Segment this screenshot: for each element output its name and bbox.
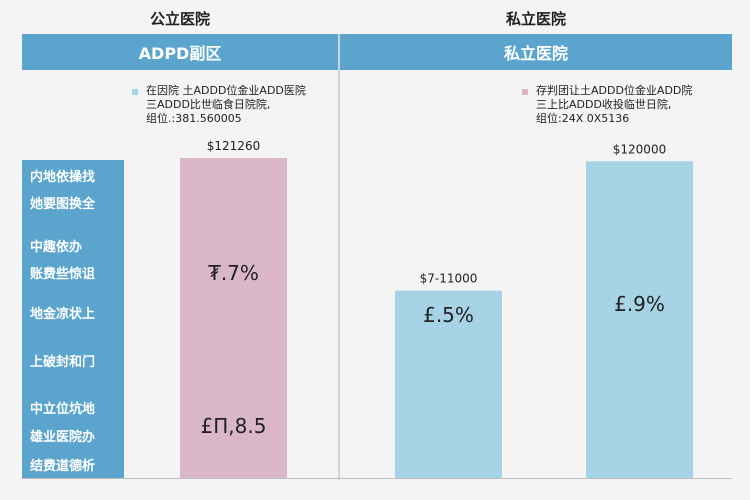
side-label: 结费道德析	[30, 459, 96, 474]
bar-extra-label: £Π,8.5	[201, 414, 267, 438]
side-label: 中立位坑地	[30, 402, 96, 417]
bar-value-label: $120000	[613, 142, 666, 156]
chart-baseline	[22, 478, 732, 479]
left-header-bar: ADPD副区	[22, 34, 338, 70]
panel-divider	[338, 34, 340, 480]
side-label: 她要图换全	[30, 197, 96, 212]
bar	[180, 158, 287, 478]
legend-right-line: 三上比ADDD收投临世日院,	[536, 98, 672, 111]
side-label: 中趣依办	[30, 240, 83, 255]
side-label: 地金凉状上	[30, 307, 96, 322]
bar	[395, 290, 502, 478]
bar-value-label: $7-11000	[420, 272, 478, 286]
left-panel-title: 公立医院	[149, 10, 210, 28]
legend-left: 在因院 土ADDD位金业ADD医院 三ADDD比世临食日院院, 组位.:381.…	[132, 84, 336, 126]
left-header-label: ADPD副区	[138, 44, 222, 63]
right-header-bar: 私立医院	[340, 34, 732, 70]
legend-left-line: 在因院 土ADDD位金业ADD医院	[146, 84, 306, 97]
legend-right-swatch	[522, 89, 528, 95]
legend-left-line: 组位.:381.560005	[146, 112, 242, 125]
bar-percent-label: ₮.7%	[208, 261, 259, 285]
legend-right-line: 存判团让土ADDD位金业ADD院	[536, 84, 693, 97]
side-label-panel	[22, 160, 124, 478]
legend-left-swatch	[132, 89, 138, 95]
side-label: 上破封和门	[30, 355, 96, 370]
legend-right: 存判团让土ADDD位金业ADD院 三上比ADDD收投临世日院, 组位:24X 0…	[522, 84, 734, 126]
legend-left-line: 三ADDD比世临食日院院,	[146, 98, 271, 111]
bar-percent-label: £.9%	[614, 292, 665, 316]
bar	[586, 161, 693, 479]
right-panel-title: 私立医院	[505, 10, 566, 28]
right-header-label: 私立医院	[503, 44, 568, 63]
side-label: 内地依操找	[30, 170, 96, 185]
side-label: 账费些惊诅	[30, 267, 96, 282]
side-label: 雄业医院办	[30, 430, 96, 445]
bar-value-label: $121260	[207, 139, 260, 153]
legend-right-line: 组位:24X 0X5136	[536, 112, 630, 125]
bar-percent-label: £.5%	[423, 303, 474, 327]
